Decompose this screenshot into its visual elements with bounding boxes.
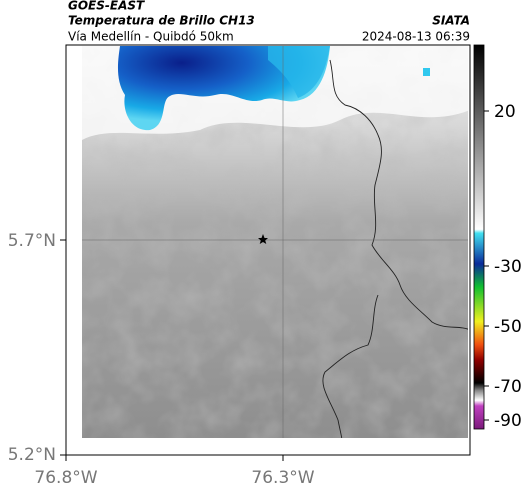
colorbar-tick-label: -90 — [494, 411, 522, 431]
colorbar-tick-label: -30 — [494, 257, 522, 277]
satellite-image — [82, 46, 468, 438]
city-marker — [258, 234, 268, 244]
header: GOES-EAST Temperatura de Brillo CH13 Vía… — [68, 0, 470, 44]
source: GOES-EAST — [68, 0, 145, 13]
map-frame — [65, 44, 471, 456]
lon-label: 76.3°W — [251, 468, 314, 488]
lon-label: 76.8°W — [34, 468, 97, 488]
axes: 5.7°N 5.2°N 76.8°W 76.3°W — [8, 231, 315, 488]
subtitle: Vía Medellín - Quibdó 50km — [68, 30, 234, 44]
lat-label: 5.7°N — [8, 231, 56, 251]
colorbar-tick-label: 20 — [494, 102, 516, 122]
colorbar-scale — [473, 44, 485, 430]
colorbar-tick-label: -70 — [494, 377, 522, 397]
brand: SIATA — [432, 14, 470, 28]
colorbar: 20 -30 -50 -70 -90 — [473, 44, 522, 431]
title: Temperatura de Brillo CH13 — [68, 14, 255, 28]
colorbar-tick-label: -50 — [494, 317, 522, 337]
datetime: 2024-08-13 06:39 — [362, 30, 470, 44]
lat-label: 5.2°N — [8, 445, 56, 465]
